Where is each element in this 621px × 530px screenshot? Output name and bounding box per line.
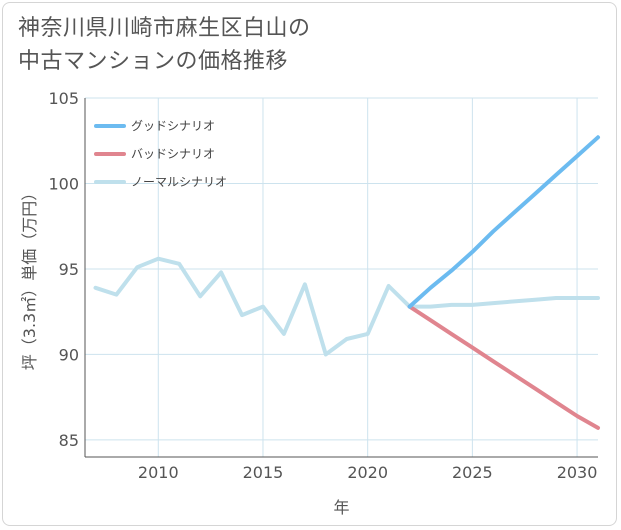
- series-lines: [93, 135, 600, 430]
- x-tick-label: 2020: [347, 463, 388, 482]
- series-line-normal: [93, 256, 600, 357]
- y-tick-label: 100: [48, 174, 79, 193]
- axes: 85 90 95 100 105 2010 2015 2020 2025 2030: [48, 89, 598, 482]
- grid-lines: [85, 97, 598, 457]
- chart-title-line-2: 中古マンションの価格推移: [18, 49, 289, 74]
- chart-title: 神奈川県川崎市麻生区白山の 中古マンションの価格推移: [18, 12, 538, 78]
- axis-labels: 年 坪（3.3㎡）単価（万円）: [20, 185, 350, 517]
- legend-label: バッドシナリオ: [131, 147, 215, 161]
- series-line-bad: [407, 304, 600, 430]
- chart-card: [2, 2, 617, 526]
- x-tick-label: 2025: [452, 463, 493, 482]
- x-tick-label: 2010: [138, 463, 179, 482]
- y-tick-label: 90: [59, 345, 79, 364]
- y-tick-label: 105: [48, 89, 79, 108]
- chart-title-line-1: 神奈川県川崎市麻生区白山の: [18, 16, 311, 41]
- y-tick-label: 85: [59, 431, 79, 450]
- legend-label: ノーマルシナリオ: [131, 175, 227, 189]
- y-tick-label: 95: [59, 260, 79, 279]
- series-line-good: [407, 135, 600, 309]
- x-tick-label: 2015: [243, 463, 284, 482]
- legend-label: グッドシナリオ: [131, 119, 215, 133]
- x-tick-label: 2030: [557, 463, 598, 482]
- y-axis-label: 坪（3.3㎡）単価（万円）: [20, 185, 39, 370]
- x-axis-label: 年: [333, 498, 349, 517]
